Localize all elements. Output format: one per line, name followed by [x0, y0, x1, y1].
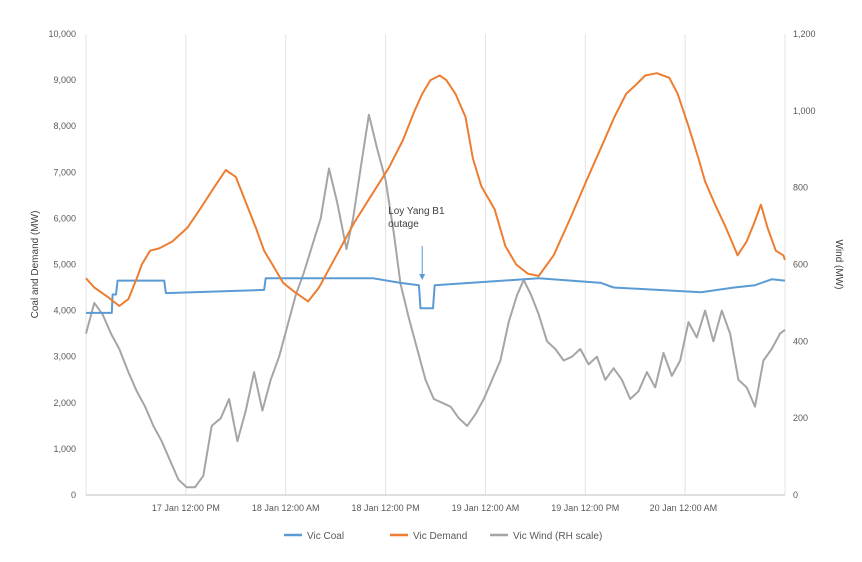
- y2-tick-label: 400: [793, 336, 808, 346]
- y-tick-label: 3,000: [53, 352, 76, 362]
- legend-label: Vic Wind (RH scale): [513, 531, 602, 542]
- x-tick-label: 18 Jan 12:00 AM: [252, 503, 320, 513]
- annotation-text: Loy Yang B1: [388, 206, 445, 217]
- legend: Vic Coal Vic Demand Vic Wind (RH scale): [284, 531, 602, 542]
- y-tick-label: 2,000: [53, 398, 76, 408]
- y-tick-label: 6,000: [53, 213, 76, 223]
- y-tick-label: 4,000: [53, 306, 76, 316]
- y-tick-label: 9,000: [53, 75, 76, 85]
- y-tick-label: 5,000: [53, 260, 76, 270]
- grid: [85, 34, 786, 495]
- axes: 0 1,000 2,000 3,000 4,000 5,000 6,000 7,000 8,00…: [30, 29, 844, 513]
- x-tick-label: 18 Jan 12:00 PM: [352, 503, 420, 513]
- y2-tick-label: 1,000: [793, 106, 816, 116]
- y2-tick-label: 1,200: [793, 29, 816, 39]
- series-line-vic-wind-rh-scale: [85, 113, 786, 489]
- legend-label: Vic Demand: [413, 531, 467, 542]
- legend-label: Vic Coal: [307, 531, 344, 542]
- series-line-vic-demand: [85, 72, 786, 307]
- y2-axis-title: Wind (MW): [833, 240, 844, 290]
- y2-tick-label: 0: [793, 490, 798, 500]
- annotation-text: outage: [388, 219, 419, 230]
- x-tick-label: 17 Jan 12:00 PM: [152, 503, 220, 513]
- y2-tick-label: 800: [793, 183, 808, 193]
- y-tick-label: 10,000: [48, 29, 76, 39]
- y2-tick-label: 600: [793, 260, 808, 270]
- series-line-vic-coal: [86, 277, 786, 314]
- series-lines: [85, 72, 786, 489]
- y-tick-label: 7,000: [53, 167, 76, 177]
- x-tick-label: 20 Jan 12:00 AM: [650, 503, 718, 513]
- y-tick-label: 0: [71, 490, 76, 500]
- annotation: Loy Yang B1 outage: [388, 206, 445, 280]
- x-tick-label: 19 Jan 12:00 PM: [551, 503, 619, 513]
- y-axis-title: Coal and Demand (MW): [30, 211, 41, 319]
- x-tick-label: 19 Jan 12:00 AM: [452, 503, 520, 513]
- y-tick-label: 1,000: [53, 444, 76, 454]
- y2-tick-label: 200: [793, 413, 808, 423]
- y-tick-label: 8,000: [53, 121, 76, 131]
- annotation-arrowhead: [419, 273, 426, 280]
